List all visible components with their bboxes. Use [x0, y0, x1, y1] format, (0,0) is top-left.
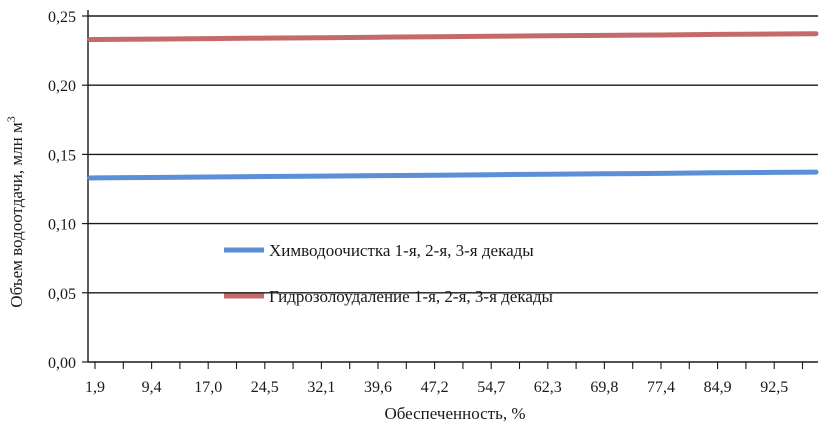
y-tick-label: 0,00	[48, 355, 76, 372]
x-tick-labels: 1,9 9,4 17,0 24,5 32,1 39,6 47,2 54,7 62,3 69,8 77…	[85, 379, 788, 396]
y-axis-title: Объем водоотдачи, млн м3	[4, 116, 26, 307]
y-tick-label: 0,15	[48, 147, 76, 164]
x-tick-label: 1,9	[85, 379, 105, 396]
x-tick-label: 32,1	[307, 379, 335, 396]
x-tick-label: 24,5	[251, 379, 279, 396]
y-tick-labels: 0,00 0,05 0,10 0,15 0,20 0,25	[48, 9, 76, 372]
axes	[82, 10, 818, 369]
y-axis-title-text: Объем водоотдачи, млн м	[7, 122, 26, 308]
y-axis-title-superscript: 3	[4, 116, 18, 122]
x-tick-label: 47,2	[421, 379, 449, 396]
x-tick-label: 69,8	[590, 379, 618, 396]
x-tick-label: 17,0	[194, 379, 222, 396]
x-tick-label: 62,3	[534, 379, 562, 396]
y-tick-label: 0,05	[48, 286, 76, 303]
y-tick-label: 0,10	[48, 217, 76, 234]
series-line-2	[87, 31, 819, 43]
x-axis-title: Обеспеченность, %	[384, 404, 525, 423]
legend-label-series-2: Гидрозолоудаление 1-я, 2-я, 3-я декады	[269, 287, 554, 306]
y-tick-label: 0,25	[48, 9, 76, 26]
legend: Химводоочистка 1-я, 2-я, 3-я декады Гидр…	[224, 241, 554, 306]
y-tick-label: 0,20	[48, 78, 76, 95]
x-tick-label: 92,5	[760, 379, 788, 396]
x-tick-label: 39,6	[364, 379, 392, 396]
legend-label-series-1: Химводоочистка 1-я, 2-я, 3-я декады	[269, 241, 534, 260]
x-tick-label: 54,7	[477, 379, 505, 396]
x-tick-label: 84,9	[704, 379, 732, 396]
series-lines	[87, 31, 819, 181]
series-line-1	[87, 169, 819, 181]
x-tick-label: 77,4	[647, 379, 675, 396]
x-tick-label: 9,4	[142, 379, 162, 396]
gridlines	[88, 15, 818, 294]
